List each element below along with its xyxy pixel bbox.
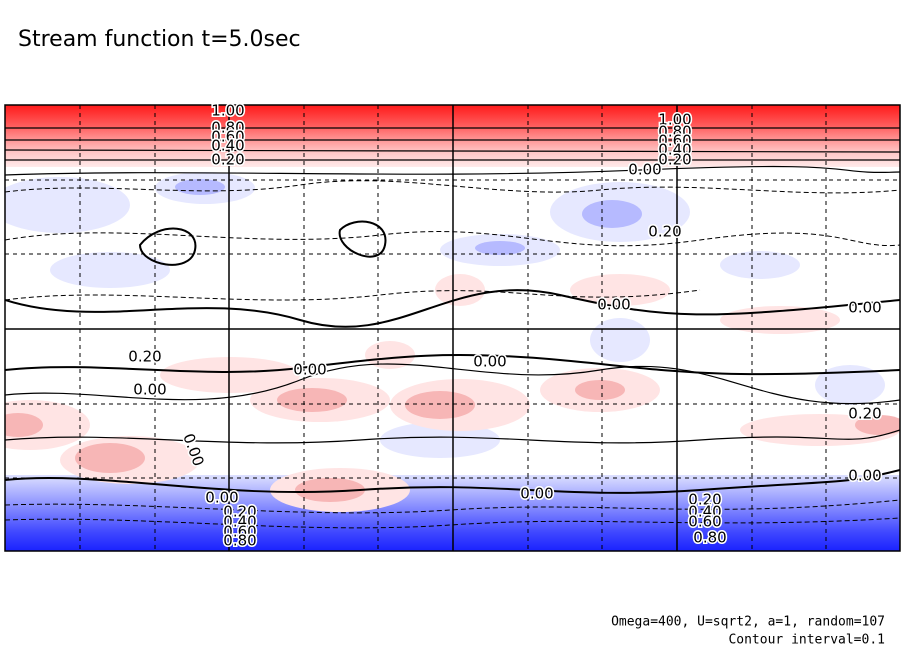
contour-label: 0.60	[688, 513, 721, 531]
contour-label: 1.00	[211, 102, 244, 120]
contour-label: 0.60	[211, 128, 244, 146]
contour-label: 0.00	[628, 161, 661, 179]
contour-label: 0.60	[658, 132, 691, 150]
contour-label: 0.60	[223, 523, 256, 541]
contour-label: 0.20	[223, 503, 256, 521]
contour-label: 0.20	[648, 223, 681, 241]
contour-label: 0.80	[211, 119, 244, 137]
field	[5, 105, 900, 551]
annotation: Omega=400, U=sqrt2, a=1, random=107	[611, 615, 885, 630]
annotation: Contour interval=0.1	[728, 633, 885, 648]
contour-label: 0.40	[211, 137, 244, 155]
contour-label: 0.80	[693, 529, 726, 547]
contour-label: 0.00	[205, 489, 238, 507]
contour-label: 0.80	[223, 532, 256, 550]
contour-label: 0.00	[520, 485, 553, 503]
contour-label: 0.40	[223, 513, 256, 531]
contour-label: 0.00	[293, 361, 326, 379]
contour-label: 0.80	[658, 123, 691, 141]
contour-label: 0.00	[133, 381, 166, 399]
contour-label: 1.00	[658, 111, 691, 129]
contour-label: 0.40	[658, 141, 691, 159]
grid	[4, 104, 901, 552]
contour-label: 0.00	[848, 467, 881, 485]
chart-title: Stream function t=5.0sec	[18, 27, 301, 52]
contour-label: 0.20	[688, 491, 721, 509]
contour-label: 0.20	[128, 348, 161, 366]
contour-label: 0.00	[597, 296, 630, 314]
contour-label: 0.00	[473, 353, 506, 371]
contour-label: 0.40	[688, 503, 721, 521]
contour-label: 0.20	[848, 405, 881, 423]
contour-label: 0.00	[848, 299, 881, 317]
contour-label: 0.20	[658, 151, 691, 169]
contour-label: 0.20	[211, 151, 244, 169]
